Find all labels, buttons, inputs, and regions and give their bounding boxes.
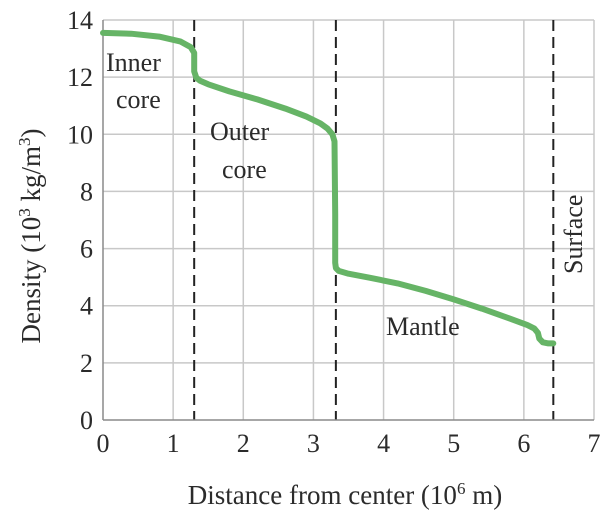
x-tick-label: 0: [97, 429, 110, 458]
label-surface: Surface: [559, 195, 588, 274]
y-tick-label: 4: [80, 292, 93, 321]
y-tick-label: 8: [80, 177, 93, 206]
x-tick-label: 3: [307, 429, 320, 458]
y-tick-label: 12: [67, 63, 93, 92]
x-tick-label: 1: [167, 429, 180, 458]
y-tick-label: 0: [80, 406, 93, 435]
label-outer-core-line1: Outer: [210, 117, 270, 146]
label-inner-core-line2: core: [116, 85, 161, 114]
region-boundaries: [193, 20, 555, 420]
x-tick-label: 5: [447, 429, 460, 458]
x-tick-label: 4: [377, 429, 390, 458]
y-tick-label: 2: [80, 349, 93, 378]
y-tick-label: 6: [80, 235, 93, 264]
x-tick-label: 7: [588, 429, 601, 458]
x-tick-label: 6: [517, 429, 530, 458]
y-tick-label: 14: [67, 6, 93, 35]
label-inner-core-line1: Inner: [106, 48, 161, 77]
x-axis-label: Distance from center (106 m): [188, 479, 502, 510]
y-axis-label: Density (103 kg/m3): [15, 129, 46, 344]
axes: [102, 20, 594, 421]
grid: [103, 19, 595, 420]
density-curve: [100, 29, 557, 347]
label-mantle: Mantle: [386, 312, 460, 341]
x-tick-label: 2: [237, 429, 250, 458]
label-outer-core-line2: core: [222, 155, 267, 184]
y-tick-label: 10: [67, 120, 93, 149]
